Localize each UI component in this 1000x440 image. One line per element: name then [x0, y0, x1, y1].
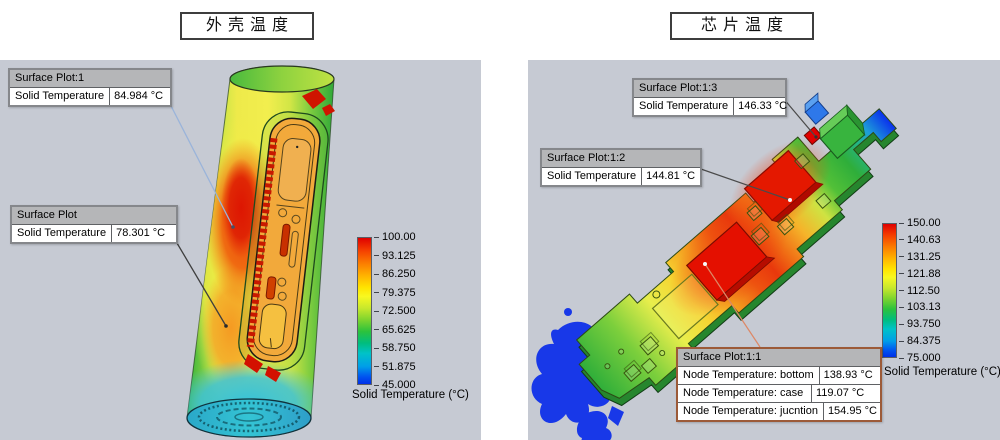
pod-panel [238, 111, 329, 371]
callout-surface-plot-1-2[interactable]: Surface Plot:1:2 Solid Temperature 144.8… [540, 148, 702, 187]
chip-small-hot [803, 126, 823, 146]
table-row-label: Node Temperature: jucntion [678, 403, 824, 420]
pcb-pad-outline [651, 273, 719, 340]
callout-label: Solid Temperature [10, 88, 111, 105]
node-temperature-table[interactable]: Surface Plot:1:1 Node Temperature: botto… [676, 347, 882, 422]
callout-value: 78.301 °C [116, 227, 166, 239]
color-scale-shell[interactable]: 100.00 93.125 86.250 79.375 72.500 65.62… [357, 231, 416, 391]
table-row-label: Node Temperature: case [678, 385, 812, 402]
scale-caption: Solid Temperature (°C) [884, 366, 1000, 378]
left-title-shell-temperature: 外壳温度 [180, 12, 314, 40]
component-blue-cube [804, 92, 830, 125]
table-row-label: Node Temperature: bottom [678, 367, 820, 384]
callout-surface-plot-1[interactable]: Surface Plot:1 Solid Temperature 84.984 … [8, 68, 172, 107]
callout-label: Solid Temperature [12, 225, 113, 242]
color-gradient-bar [882, 223, 897, 358]
callout-title: Surface Plot:1:3 [634, 80, 785, 98]
callout-label: Solid Temperature [542, 168, 643, 185]
callout-surface-plot-1-3[interactable]: Surface Plot:1:3 Solid Temperature 146.3… [632, 78, 787, 117]
callout-value: 146.33 °C [738, 100, 788, 112]
hot-fragment-top [302, 89, 335, 116]
shell-3d-render [167, 65, 335, 438]
scale-caption: Solid Temperature (°C) [352, 389, 469, 401]
callout-title: Surface Plot [12, 207, 176, 225]
component-large-green [819, 103, 866, 160]
callout-value: 144.81 °C [646, 170, 696, 182]
right-title-chip-temperature: 芯片温度 [670, 12, 814, 40]
table-row: Node Temperature: jucntion 154.95 °C [678, 402, 880, 420]
table-row-value: 138.93 °C [823, 369, 873, 381]
cylinder-bottom-cap [186, 398, 312, 438]
table-row: Node Temperature: case 119.07 °C [678, 384, 880, 402]
color-gradient-bar [357, 237, 372, 385]
left-viewport-shell[interactable]: Surface Plot:1 Solid Temperature 84.984 … [0, 60, 481, 440]
chip-main [685, 221, 776, 302]
callout-label: Solid Temperature [634, 98, 735, 115]
leader-lines [697, 97, 818, 348]
table-row-value: 119.07 °C [816, 387, 865, 399]
color-scale-chip[interactable]: 150.00 140.63 131.25 121.88 112.50 103.1… [882, 217, 941, 364]
leader-lines [167, 99, 235, 328]
table-row-value: 154.95 °C [827, 405, 877, 417]
callout-title: Surface Plot:1 [10, 70, 170, 88]
hot-fragment-bottom [244, 354, 281, 382]
callout-title: Surface Plot:1:2 [542, 150, 700, 168]
callout-value: 84.984 °C [114, 90, 164, 102]
small-components [604, 153, 832, 383]
callout-surface-plot[interactable]: Surface Plot Solid Temperature 78.301 °C [10, 205, 178, 244]
table-row: Node Temperature: bottom 138.93 °C [678, 367, 880, 384]
right-viewport-chip[interactable]: Surface Plot:1:3 Solid Temperature 146.3… [528, 60, 1000, 440]
table-title: Surface Plot:1:1 [678, 349, 880, 367]
pcb-3d-render [531, 92, 900, 440]
cylinder-top-cap [229, 65, 335, 93]
